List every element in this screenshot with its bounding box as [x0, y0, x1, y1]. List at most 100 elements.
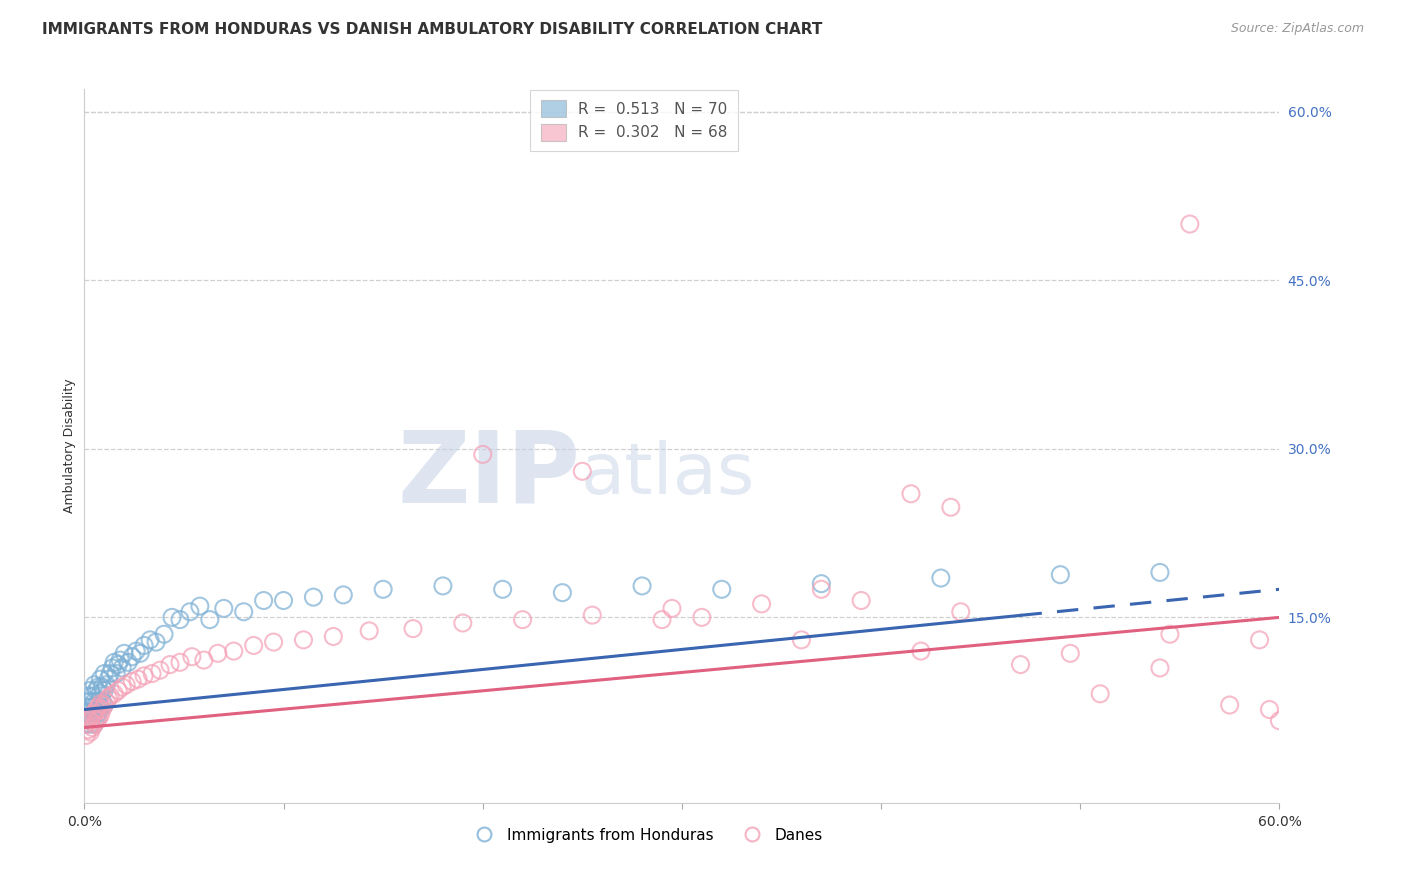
- Point: [86, 714, 108, 728]
- Point: [77, 723, 100, 737]
- Point: [87, 680, 110, 694]
- Point: [402, 622, 425, 636]
- Point: [169, 613, 191, 627]
- Point: [939, 500, 962, 515]
- Point: [107, 657, 129, 672]
- Point: [160, 610, 183, 624]
- Point: [512, 613, 534, 627]
- Point: [1159, 627, 1181, 641]
- Point: [129, 646, 152, 660]
- Point: [75, 717, 97, 731]
- Point: [690, 610, 713, 624]
- Point: [93, 683, 115, 698]
- Point: [121, 649, 143, 664]
- Point: [207, 646, 229, 660]
- Text: ZIP: ZIP: [398, 426, 581, 523]
- Point: [159, 657, 181, 672]
- Point: [79, 683, 101, 698]
- Point: [105, 666, 128, 681]
- Point: [86, 702, 108, 716]
- Point: [451, 615, 474, 630]
- Point: [1249, 632, 1271, 647]
- Point: [79, 706, 101, 720]
- Point: [112, 646, 135, 660]
- Point: [82, 712, 104, 726]
- Point: [127, 672, 149, 686]
- Point: [910, 644, 932, 658]
- Point: [93, 698, 115, 712]
- Point: [1090, 687, 1112, 701]
- Point: [1049, 567, 1071, 582]
- Point: [132, 669, 156, 683]
- Point: [115, 678, 138, 692]
- Point: [810, 582, 832, 597]
- Point: [89, 697, 111, 711]
- Point: [359, 624, 381, 638]
- Point: [83, 717, 105, 731]
- Point: [273, 593, 295, 607]
- Point: [91, 702, 114, 716]
- Point: [75, 706, 97, 720]
- Point: [86, 683, 108, 698]
- Point: [1178, 217, 1201, 231]
- Point: [263, 635, 285, 649]
- Point: [1010, 657, 1032, 672]
- Point: [492, 582, 515, 597]
- Point: [82, 700, 104, 714]
- Point: [132, 639, 156, 653]
- Point: [89, 700, 111, 714]
- Point: [86, 698, 108, 712]
- Point: [949, 605, 972, 619]
- Point: [322, 630, 344, 644]
- Point: [139, 632, 162, 647]
- Point: [631, 579, 654, 593]
- Point: [87, 712, 110, 726]
- Point: [87, 700, 110, 714]
- Point: [188, 599, 211, 614]
- Point: [96, 678, 118, 692]
- Legend: Immigrants from Honduras, Danes: Immigrants from Honduras, Danes: [463, 822, 830, 848]
- Point: [82, 721, 104, 735]
- Point: [810, 576, 832, 591]
- Point: [432, 579, 454, 593]
- Point: [1059, 646, 1081, 660]
- Point: [1219, 698, 1241, 712]
- Point: [373, 582, 395, 597]
- Point: [111, 680, 134, 694]
- Point: [96, 695, 118, 709]
- Point: [89, 708, 111, 723]
- Point: [86, 712, 108, 726]
- Point: [253, 593, 276, 607]
- Point: [79, 714, 101, 728]
- Point: [232, 605, 254, 619]
- Point: [179, 605, 201, 619]
- Point: [661, 601, 683, 615]
- Point: [751, 597, 773, 611]
- Point: [581, 608, 603, 623]
- Y-axis label: Ambulatory Disability: Ambulatory Disability: [63, 379, 76, 513]
- Point: [851, 593, 873, 607]
- Point: [181, 649, 204, 664]
- Point: [93, 698, 115, 712]
- Point: [1149, 661, 1171, 675]
- Point: [79, 725, 101, 739]
- Point: [91, 680, 114, 694]
- Point: [97, 672, 120, 686]
- Text: Source: ZipAtlas.com: Source: ZipAtlas.com: [1230, 22, 1364, 36]
- Point: [929, 571, 952, 585]
- Point: [710, 582, 733, 597]
- Point: [87, 695, 110, 709]
- Point: [110, 653, 132, 667]
- Point: [93, 666, 115, 681]
- Point: [75, 695, 97, 709]
- Point: [98, 689, 121, 703]
- Point: [651, 613, 673, 627]
- Point: [111, 661, 134, 675]
- Point: [153, 627, 176, 641]
- Point: [212, 601, 235, 615]
- Point: [1258, 702, 1281, 716]
- Point: [89, 687, 111, 701]
- Point: [79, 717, 101, 731]
- Text: atlas: atlas: [581, 440, 755, 509]
- Point: [302, 590, 325, 604]
